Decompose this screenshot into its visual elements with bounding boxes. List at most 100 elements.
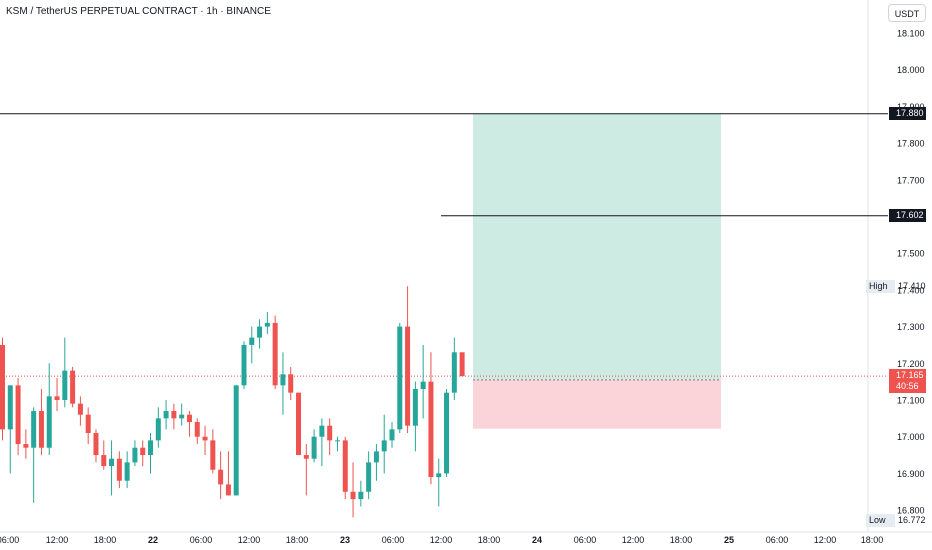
time-tick-label: 06:00 (0, 535, 19, 545)
candle-body (15, 385, 21, 445)
candle (23, 429, 29, 459)
candle (101, 440, 107, 470)
candle (389, 422, 395, 448)
candle-body (397, 326, 403, 430)
candle-body (194, 422, 200, 437)
candle-body (350, 491, 356, 500)
candle (373, 444, 379, 481)
candle (202, 425, 208, 456)
currency-button[interactable]: USDT (888, 4, 926, 22)
price-tick-label: 17.000 (897, 432, 925, 442)
candle-body (459, 352, 465, 377)
bar-countdown: 40:56 (896, 381, 919, 392)
candle (350, 462, 356, 518)
candle (405, 286, 411, 434)
candle (124, 451, 130, 489)
candle-body (7, 385, 13, 430)
candle-body (225, 484, 231, 496)
candle (233, 385, 239, 496)
take-profit-price-tag: 17.880 (889, 107, 926, 121)
time-tick-label: 06:00 (766, 535, 789, 545)
candle-body (70, 370, 76, 404)
candle (358, 480, 364, 507)
candle-body (85, 414, 91, 434)
candle (311, 429, 317, 463)
loss-zone[interactable] (473, 379, 721, 429)
candle (412, 381, 418, 452)
candle-body (342, 440, 348, 492)
candle (77, 396, 83, 426)
candle-body (288, 374, 294, 393)
candle (366, 451, 372, 500)
time-tick-label: 12:00 (622, 535, 645, 545)
candle-body (0, 344, 5, 430)
candle-body (405, 326, 411, 426)
price-tick-label: 17.400 (897, 285, 925, 295)
candle-body (218, 469, 224, 485)
price-tick-label: 17.800 (897, 139, 925, 149)
high-price-tag: High 17.410 (866, 279, 926, 293)
candle-body (296, 392, 302, 456)
price-tick-label: 16.900 (897, 469, 925, 479)
candle (444, 388, 450, 478)
price-tick-label: 17.500 (897, 249, 925, 259)
time-tick-label: 06:00 (574, 535, 597, 545)
candle-body (280, 374, 286, 386)
price-scale: 18.10018.00017.90017.80017.70017.60017.5… (897, 29, 925, 516)
time-tick-label: 12:00 (238, 535, 261, 545)
candle (179, 403, 185, 426)
candle (397, 322, 403, 434)
candle (303, 444, 309, 496)
high-value: 17.410 (898, 280, 926, 291)
candle-body (93, 433, 99, 456)
candle (116, 451, 122, 489)
candle (7, 385, 13, 474)
candle (249, 326, 255, 364)
candle (264, 311, 270, 334)
candle (163, 400, 169, 430)
candle (140, 440, 146, 467)
time-tick-label: 18:00 (861, 535, 884, 545)
price-tick-label: 18.000 (897, 65, 925, 75)
candle (451, 337, 457, 400)
candle-body (420, 381, 426, 389)
candle-body (77, 403, 83, 415)
candle-body (101, 455, 107, 467)
low-value: 16.772 (898, 514, 926, 525)
candle-body (62, 370, 68, 400)
candle (272, 315, 278, 389)
candle-body (124, 462, 130, 481)
profit-zone[interactable] (473, 113, 721, 380)
candle (288, 366, 294, 400)
candle-body (155, 418, 161, 441)
candle (459, 352, 465, 377)
time-tick-label: 12:00 (430, 535, 453, 545)
candle-body (202, 436, 208, 441)
time-tick-label: 18:00 (670, 535, 693, 545)
candle-body (186, 414, 192, 423)
candle-body (46, 396, 52, 448)
chart-title[interactable]: KSM / TetherUS PERPETUAL CONTRACT · 1h ·… (6, 6, 271, 17)
candle (31, 407, 37, 503)
candle (62, 337, 68, 408)
candle (436, 458, 442, 507)
low-label: Low (866, 513, 895, 527)
candle-body (319, 425, 325, 437)
candle (420, 344, 426, 419)
candle (319, 418, 325, 467)
candle-body (31, 411, 37, 448)
candle (46, 363, 52, 456)
candle-body (327, 425, 333, 441)
candle-body (148, 440, 154, 456)
candle-body (109, 458, 115, 467)
time-axis: 06:00 12:00 18:00 22 06:00 12:00 18:00 23 06:00 1… (0, 535, 883, 545)
entry-line-price-tag: 17.602 (889, 209, 926, 223)
current-price: 17.165 (896, 370, 924, 381)
candle-body (334, 440, 340, 442)
candle-body (38, 411, 44, 448)
price-tick-label: 17.100 (897, 396, 925, 406)
candle (15, 377, 21, 456)
take-profit-price: 17.880 (896, 108, 924, 119)
candle (428, 352, 434, 485)
